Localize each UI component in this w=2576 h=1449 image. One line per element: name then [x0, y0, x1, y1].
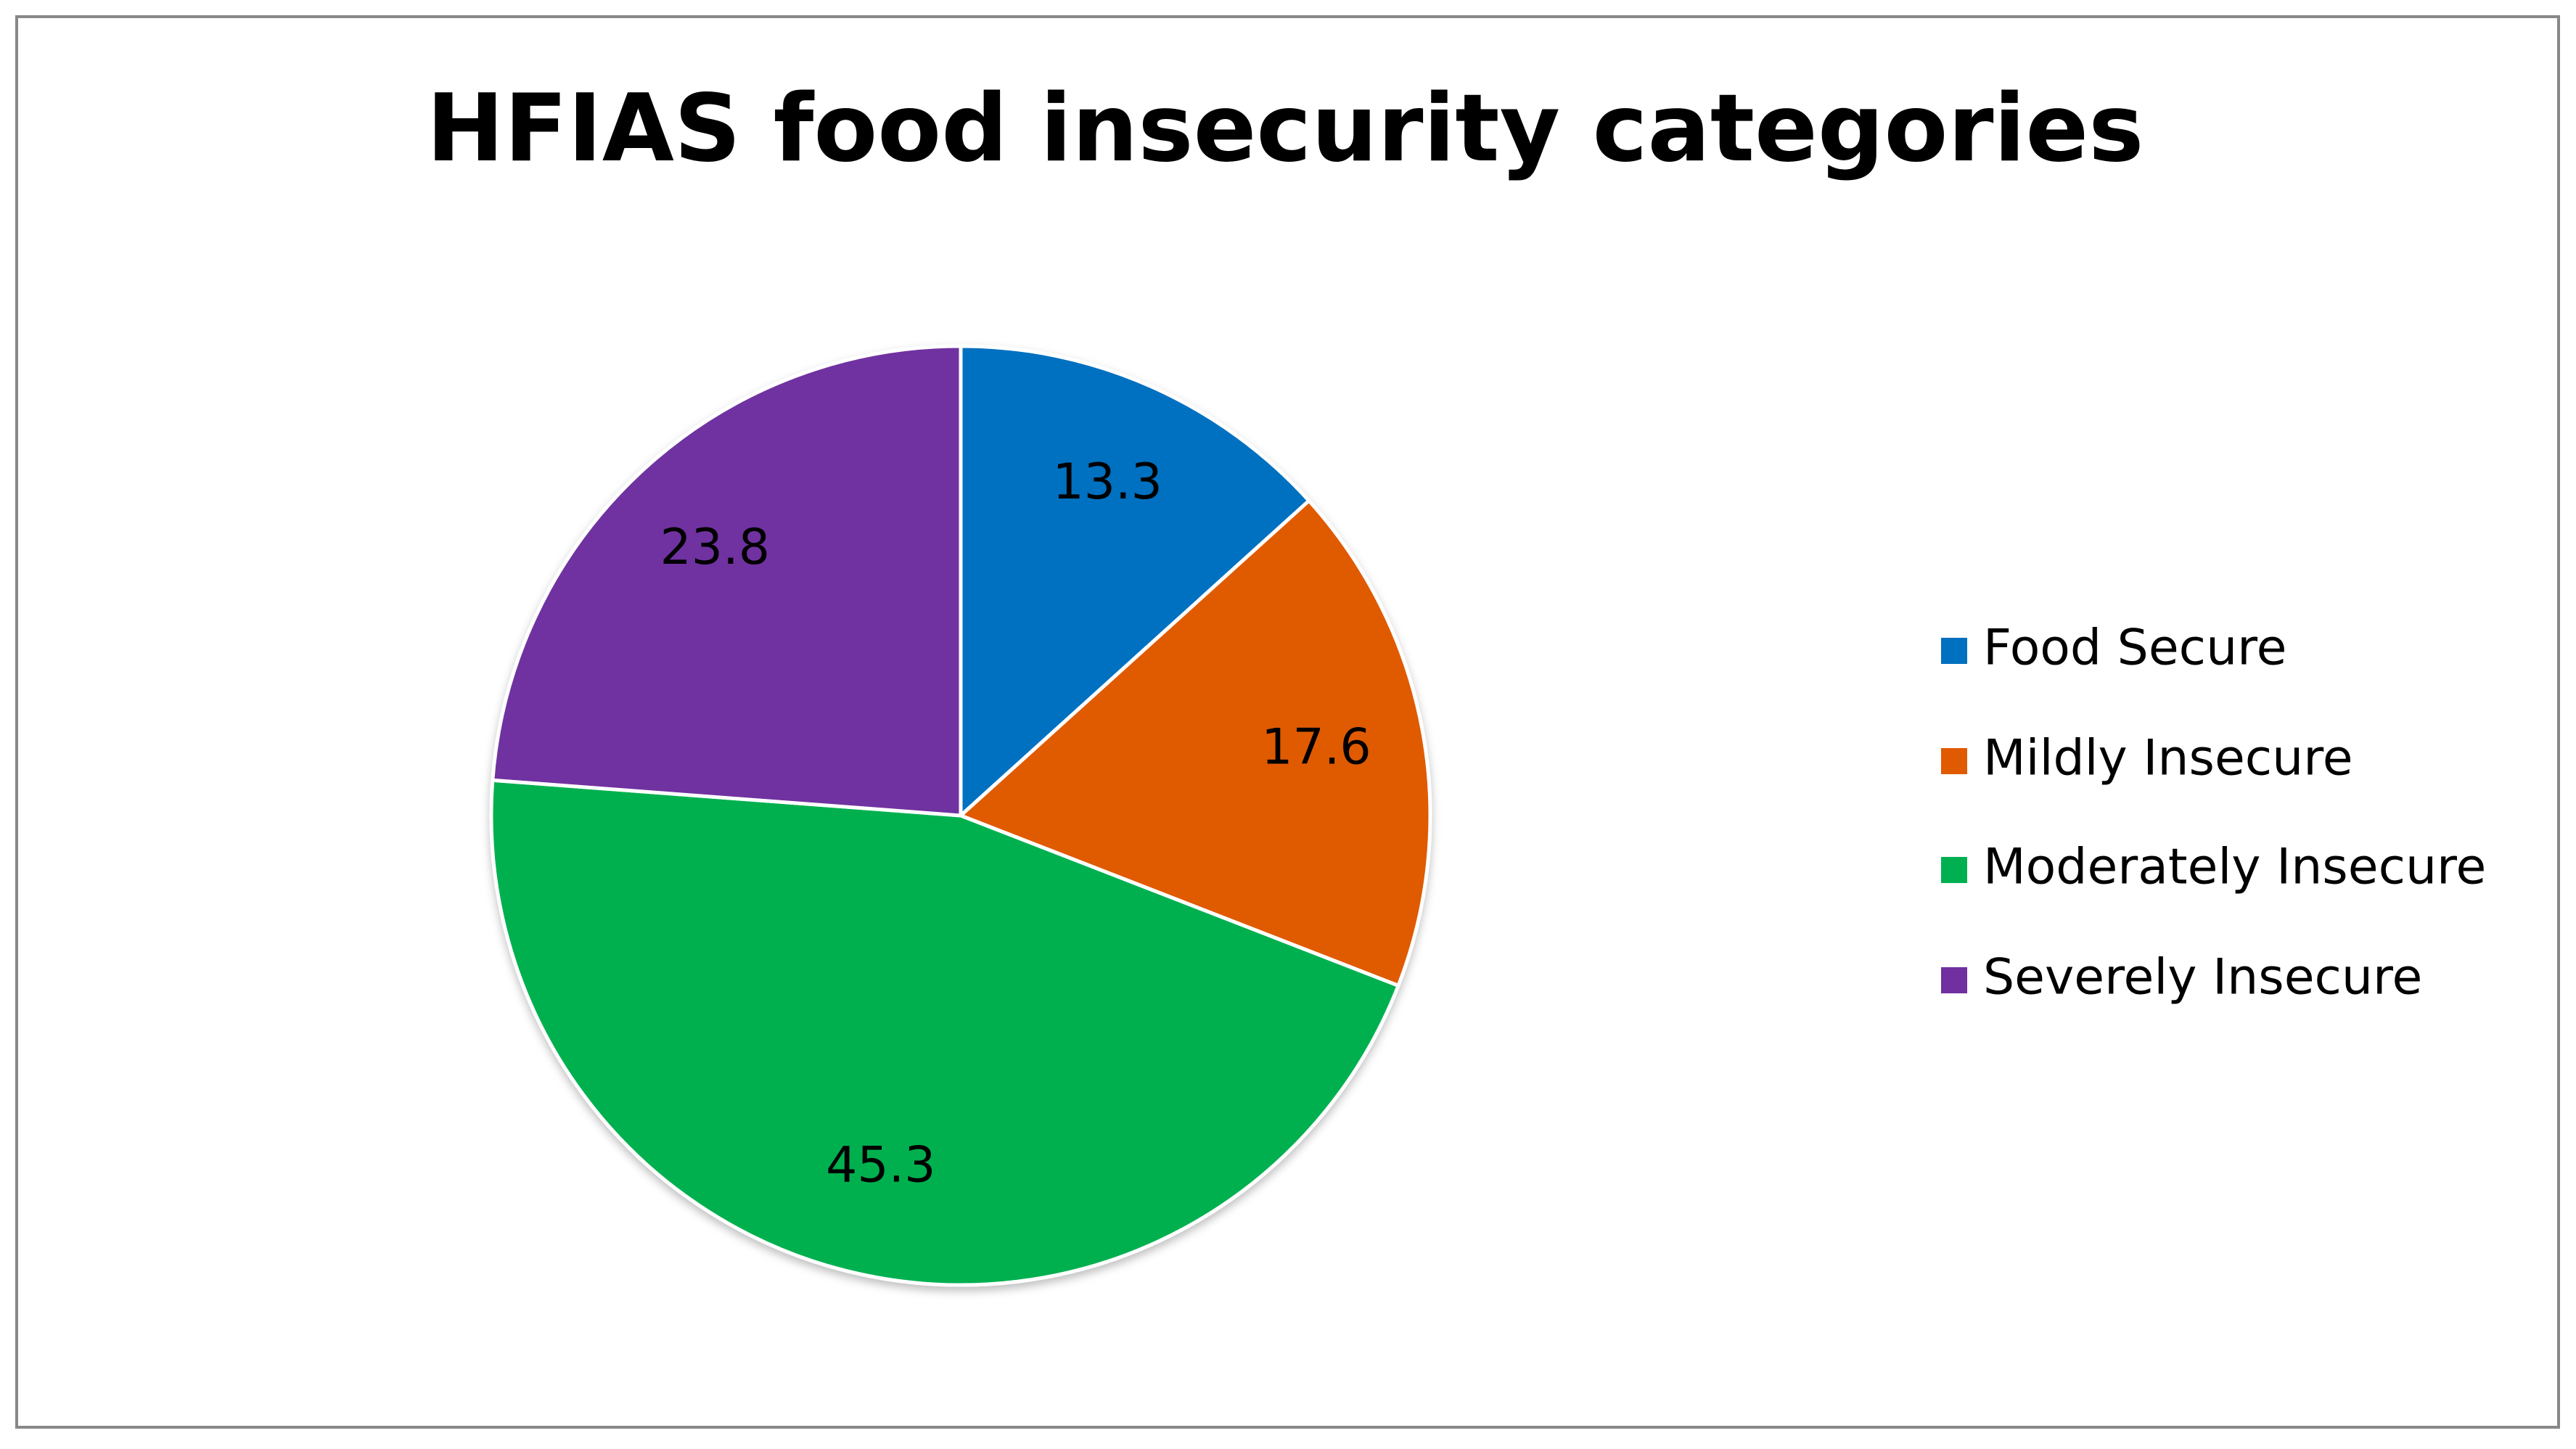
- pie-slice: [959, 344, 1312, 820]
- data-label: 45.3: [826, 1136, 935, 1194]
- legend-swatch: [1941, 857, 1967, 883]
- pie-slice: [489, 778, 1401, 1287]
- data-label: 17.6: [1261, 718, 1371, 776]
- legend-swatch: [1941, 748, 1967, 774]
- legend-label: Mildly Insecure: [1983, 730, 2353, 787]
- legend-label: Severely Insecure: [1983, 949, 2422, 1006]
- pie: [489, 344, 1432, 1287]
- pie-slice: [957, 498, 1432, 988]
- legend-swatch: [1941, 967, 1967, 993]
- chart-title: HFIAS food insecurity categories: [427, 75, 2144, 183]
- pie-slice: [491, 344, 963, 818]
- data-label: 13.3: [1052, 453, 1162, 511]
- legend-label: Food Secure: [1983, 620, 2286, 677]
- legend-swatch: [1941, 638, 1967, 664]
- legend-label: Moderately Insecure: [1983, 839, 2486, 896]
- data-label: 23.8: [660, 519, 770, 576]
